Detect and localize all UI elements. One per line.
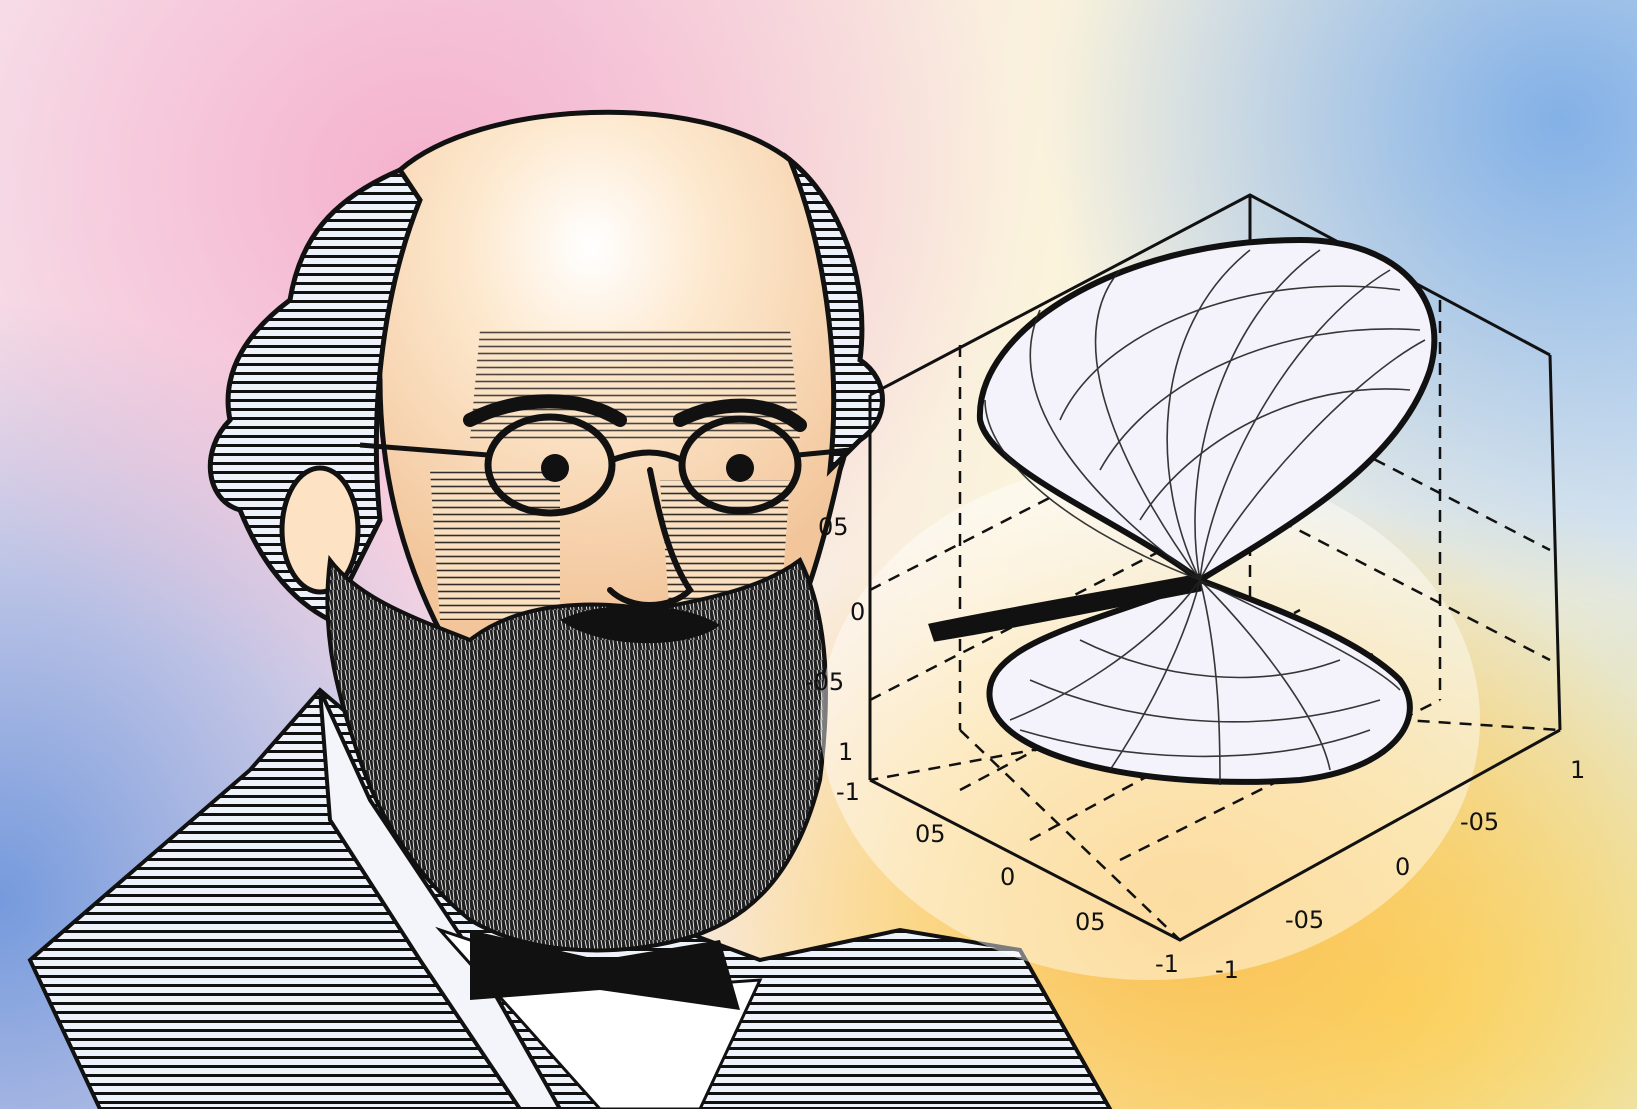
- tick-z-0: 0: [850, 598, 865, 626]
- tick-y-neg1: -1: [1215, 956, 1239, 984]
- tick-z-05: 05: [818, 513, 849, 541]
- tick-y-neg05b: -05: [1285, 906, 1324, 934]
- tick-x-05b: 05: [1075, 908, 1106, 936]
- tick-x-05a: 05: [915, 820, 946, 848]
- tick-y-neg05a: -05: [1460, 808, 1499, 836]
- portrait: [27, 109, 1113, 1109]
- beard: [325, 554, 828, 953]
- tick-z-1: 1: [838, 738, 853, 766]
- upper-lobe: [976, 236, 1438, 584]
- surface-plot: 05 0 -05 1 -1 05 0 05 -1 1 -05 0 -05 -1: [805, 193, 1585, 984]
- tick-z-neg1: -1: [836, 778, 860, 806]
- tick-x-0: 0: [1000, 863, 1015, 891]
- spectacles: [359, 413, 851, 517]
- tick-x-neg1: -1: [1155, 950, 1179, 978]
- edge-blade: [928, 573, 1202, 642]
- hair-right: [784, 152, 885, 477]
- lapel-left: [318, 689, 563, 1109]
- ear: [279, 465, 361, 595]
- tick-y-0: 0: [1395, 853, 1410, 881]
- hair-left: [207, 166, 423, 624]
- tick-y-1: 1: [1570, 756, 1585, 784]
- tick-z-neg05: -05: [805, 668, 844, 696]
- bow-tie: [470, 930, 740, 1010]
- lower-lobe: [986, 576, 1413, 785]
